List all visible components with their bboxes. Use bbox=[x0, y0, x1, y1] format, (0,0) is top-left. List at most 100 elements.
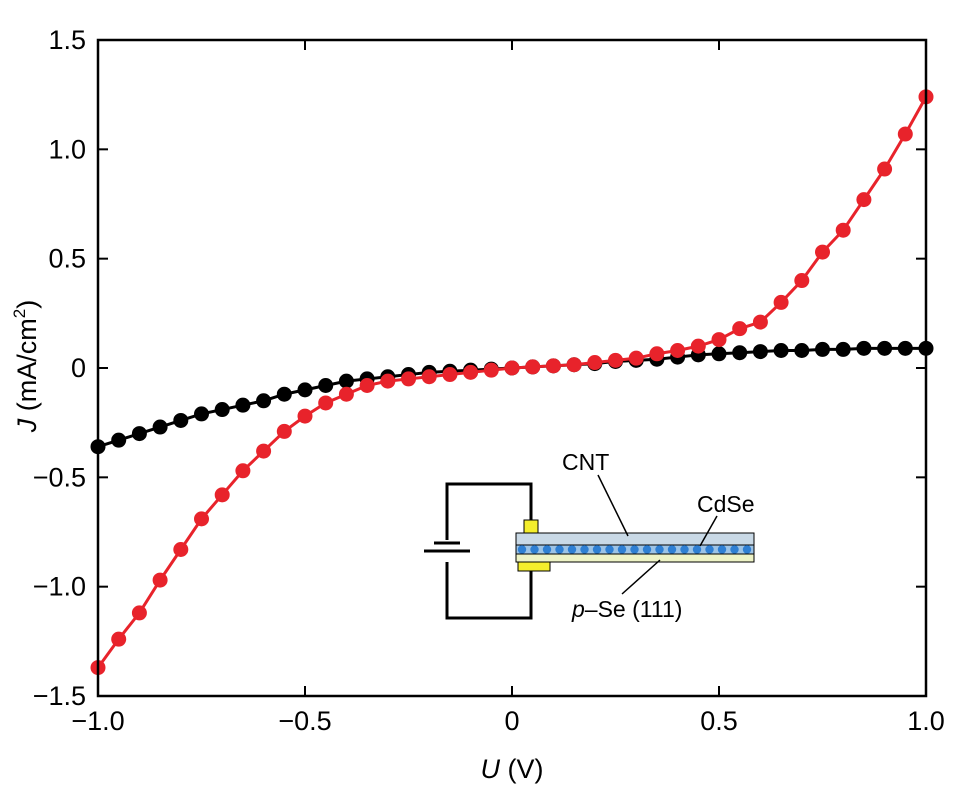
y-tick-label: −1.5 bbox=[33, 681, 86, 711]
cdse-dot bbox=[580, 545, 589, 554]
series-2-point bbox=[152, 572, 168, 588]
cdse-dot bbox=[517, 545, 527, 554]
cdse-dot bbox=[705, 545, 714, 554]
x-tick-label: −0.5 bbox=[278, 706, 331, 736]
series-2-point bbox=[504, 360, 520, 376]
series-2-point bbox=[608, 352, 623, 368]
cdse-dot bbox=[530, 545, 539, 554]
series-2-point bbox=[214, 487, 230, 503]
cdse-dot bbox=[630, 545, 639, 554]
cdse-dot bbox=[642, 545, 652, 554]
x-tick-label: 0.5 bbox=[700, 706, 738, 736]
x-tick-label: −1.0 bbox=[71, 706, 124, 736]
series-1-point bbox=[856, 340, 872, 356]
series-1-point bbox=[194, 406, 209, 422]
series-2-point bbox=[835, 222, 851, 238]
y-tick-label: 1.0 bbox=[48, 134, 86, 164]
cdse-dot bbox=[730, 545, 739, 554]
series-2-point bbox=[670, 343, 686, 359]
series-1-point bbox=[276, 386, 292, 402]
cdse-leader-line bbox=[699, 515, 718, 547]
bottom-contact bbox=[517, 561, 551, 572]
device-inset: CNT CdSe p–Se (111) bbox=[424, 449, 755, 622]
y-axis-unit-superscript: 2 bbox=[10, 309, 29, 318]
series-1-point bbox=[111, 432, 127, 448]
series-1-point bbox=[235, 397, 251, 413]
series-2-point bbox=[235, 463, 251, 479]
series-2-point bbox=[794, 273, 810, 289]
series-2-point bbox=[483, 362, 499, 378]
series-2-point bbox=[897, 126, 913, 142]
y-tick-label: 0 bbox=[71, 353, 86, 383]
series-2-point bbox=[815, 244, 830, 260]
cdse-dot bbox=[717, 545, 727, 554]
series-2-point bbox=[856, 192, 872, 208]
series-2-point bbox=[773, 294, 789, 310]
series-2-point bbox=[711, 332, 727, 348]
y-axis-variable: J bbox=[12, 418, 42, 433]
series-2-point bbox=[690, 338, 706, 354]
x-axis-title: U (V) bbox=[480, 754, 543, 784]
y-tick-label: −0.5 bbox=[33, 462, 86, 492]
series-2-point bbox=[194, 511, 209, 527]
y-tick-label: 1.5 bbox=[48, 25, 86, 55]
substrate-layer bbox=[515, 553, 755, 563]
series-1-point bbox=[877, 340, 893, 356]
series-2-point bbox=[401, 371, 416, 387]
cdse-dot bbox=[667, 545, 677, 554]
circuit-wires bbox=[445, 482, 533, 620]
y-tick-label: 0.5 bbox=[48, 244, 86, 274]
cdse-dot bbox=[567, 545, 577, 554]
cnt-label: CNT bbox=[562, 449, 609, 475]
substrate-label-prefix: p bbox=[571, 596, 585, 622]
series-2-point bbox=[752, 314, 768, 330]
cdse-dot bbox=[617, 545, 627, 554]
series-2-line bbox=[96, 96, 928, 669]
substrate-label-rest: –Se (111) bbox=[585, 596, 683, 622]
series-1-point bbox=[732, 345, 748, 361]
series-1-point bbox=[711, 346, 727, 362]
series-1-point bbox=[338, 373, 354, 389]
cnt-leader-line bbox=[597, 474, 629, 537]
series-2-point bbox=[359, 377, 375, 393]
series-2-point bbox=[525, 359, 541, 375]
y-tick-label: −1.0 bbox=[33, 572, 86, 602]
series-2-point bbox=[545, 358, 561, 374]
series-2-point bbox=[338, 386, 354, 402]
series-1-point bbox=[173, 412, 189, 428]
series-2-point bbox=[131, 605, 147, 621]
series-2-point bbox=[111, 631, 127, 647]
series-1-point bbox=[256, 393, 272, 409]
x-axis-variable: U bbox=[480, 754, 500, 784]
series-2-point bbox=[256, 443, 272, 459]
top-wire bbox=[445, 482, 533, 540]
cdse-dot bbox=[655, 545, 664, 554]
series-1-point bbox=[214, 402, 230, 418]
plot-frame bbox=[96, 38, 928, 698]
series-2-point bbox=[421, 369, 437, 385]
substrate-label: p–Se (111) bbox=[571, 596, 682, 622]
series-1-point bbox=[131, 426, 147, 442]
cdse-dot bbox=[680, 545, 689, 554]
series-2-point bbox=[318, 395, 334, 411]
y-axis-unit-close: ) bbox=[12, 300, 42, 309]
series-2-point bbox=[566, 357, 582, 373]
cdse-dot bbox=[592, 545, 602, 554]
y-axis-unit: (mA/cm bbox=[12, 318, 42, 411]
series-1-point bbox=[835, 341, 851, 357]
x-tick-label: 1.0 bbox=[907, 706, 945, 736]
series-2-point bbox=[380, 373, 396, 389]
cdse-dot bbox=[542, 545, 552, 554]
cdse-quantum-dots bbox=[517, 545, 752, 554]
y-axis-title: J (mA/cm2) bbox=[10, 300, 42, 433]
series-1-point bbox=[773, 343, 789, 359]
bottom-wire bbox=[445, 562, 533, 620]
series-1-point bbox=[752, 344, 768, 360]
cdse-label: CdSe bbox=[697, 491, 755, 517]
series-1-point bbox=[897, 340, 913, 356]
series-2-point bbox=[442, 367, 458, 383]
series-1-point bbox=[297, 382, 313, 398]
cdse-dot bbox=[605, 545, 614, 554]
series-2-point bbox=[628, 350, 644, 366]
